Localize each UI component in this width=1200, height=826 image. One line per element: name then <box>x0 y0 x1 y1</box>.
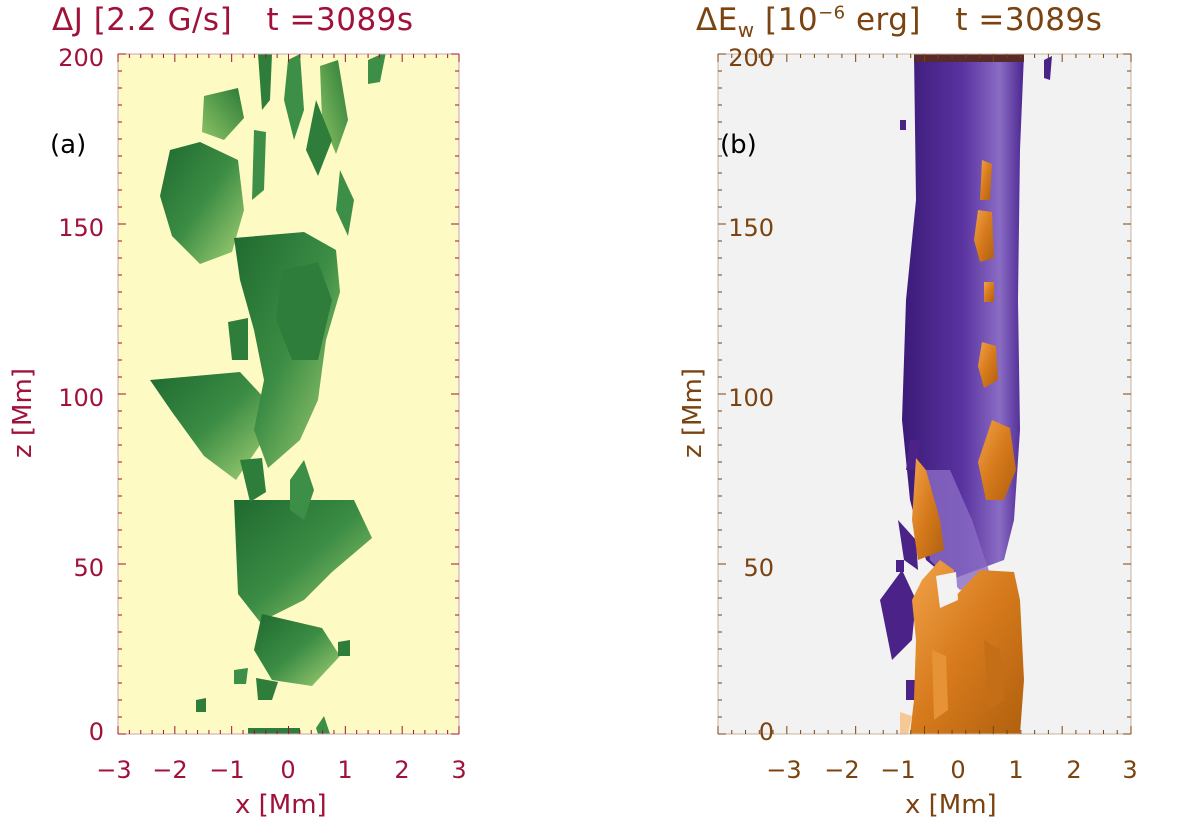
panel-a-xtick: 2 <box>394 756 410 784</box>
panel-b-ytick: 200 <box>728 44 774 72</box>
panel-b-ylabel: z [Mm] <box>678 368 708 458</box>
panel-b-ytick: 50 <box>743 554 774 582</box>
panel-b-isosurfaces <box>880 54 1052 734</box>
panel-b-minor-ticks <box>717 53 1132 735</box>
panel-b-xtick: 0 <box>950 756 966 784</box>
panel-a: ΔJ [2.2 G/s] t =3089s <box>8 2 467 820</box>
panel-a-ytick: 200 <box>58 44 104 72</box>
panel-a-xtick: −3 <box>96 756 132 784</box>
panel-b-xtick: −3 <box>766 756 802 784</box>
panel-b-title-subscript: w <box>737 18 755 43</box>
panel-a-ytick: 150 <box>58 214 104 242</box>
panel-b-plot <box>717 53 1132 735</box>
panel-b-ytick: 0 <box>758 718 774 746</box>
panel-a-xtick: −1 <box>209 756 245 784</box>
panel-a-title: ΔJ [2.2 G/s] t =3089s <box>52 2 414 38</box>
panel-b-title-time: t =3089s <box>955 2 1103 38</box>
panel-a-xtick: −2 <box>152 756 188 784</box>
panel-b: ΔEw [10−6 erg] t =3089s <box>600 0 1200 826</box>
panel-a-label: (a) <box>50 130 87 160</box>
panel-b-xtick: −1 <box>880 756 916 784</box>
panel-b-label: (b) <box>720 130 757 160</box>
panel-b-title: ΔEw [10−6 erg] t =3089s <box>696 2 1102 42</box>
panel-a-ytick: 50 <box>73 554 104 582</box>
panel-b-title-superscript: −6 <box>818 2 846 24</box>
panel-b-xtick: 2 <box>1066 756 1082 784</box>
panel-a-ytick: 0 <box>88 718 104 746</box>
panel-a-ylabel: z [Mm] <box>8 368 38 458</box>
panel-b-ytick: 100 <box>728 384 774 412</box>
panel-a-xtick: 0 <box>280 756 296 784</box>
panel-a-ytick: 100 <box>58 384 104 412</box>
panel-a-title-time: t =3089s <box>266 2 414 38</box>
panel-a-isosurfaces <box>150 54 386 734</box>
panel-b-xtick: −2 <box>824 756 860 784</box>
panel-a-xtick: 3 <box>451 756 467 784</box>
panel-b-ytick: 150 <box>728 214 774 242</box>
panel-b-xtick: 3 <box>1122 756 1138 784</box>
panel-a-minor-ticks <box>117 53 460 735</box>
panel-b-title-quantity: ΔE <box>696 2 738 38</box>
panel-b-title-unit-close: erg] <box>845 2 922 38</box>
panel-b-title-unit-open: [10 <box>754 2 819 38</box>
panel-b-xlabel: x [Mm] <box>905 790 997 820</box>
panel-a-xlabel: x [Mm] <box>235 790 327 820</box>
panel-a-plot <box>117 53 460 735</box>
panel-b-xtick: 1 <box>1008 756 1024 784</box>
panel-a-xtick: 1 <box>337 756 353 784</box>
panel-a-title-quantity: ΔJ [2.2 G/s] <box>52 2 233 38</box>
